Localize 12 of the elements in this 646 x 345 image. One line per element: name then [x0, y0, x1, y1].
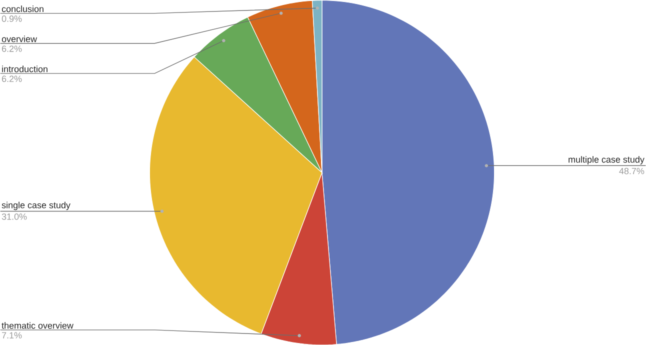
data-label: 31.0% [2, 213, 27, 220]
data-label: 7.1% [2, 332, 22, 338]
slice-label: single case study [2, 202, 70, 210]
data-label: 48.7% [619, 168, 644, 174]
slice-label: overview [2, 35, 38, 42]
slice-label: thematic overview [2, 322, 74, 329]
data-label: 0.9% [2, 15, 22, 22]
data-label: 6.2% [2, 45, 22, 52]
slice-label: conclusion [2, 5, 44, 12]
slice-label: multiple case study [568, 156, 644, 164]
slice-label: introduction [2, 66, 48, 72]
data-label: 6.2% [2, 76, 22, 82]
